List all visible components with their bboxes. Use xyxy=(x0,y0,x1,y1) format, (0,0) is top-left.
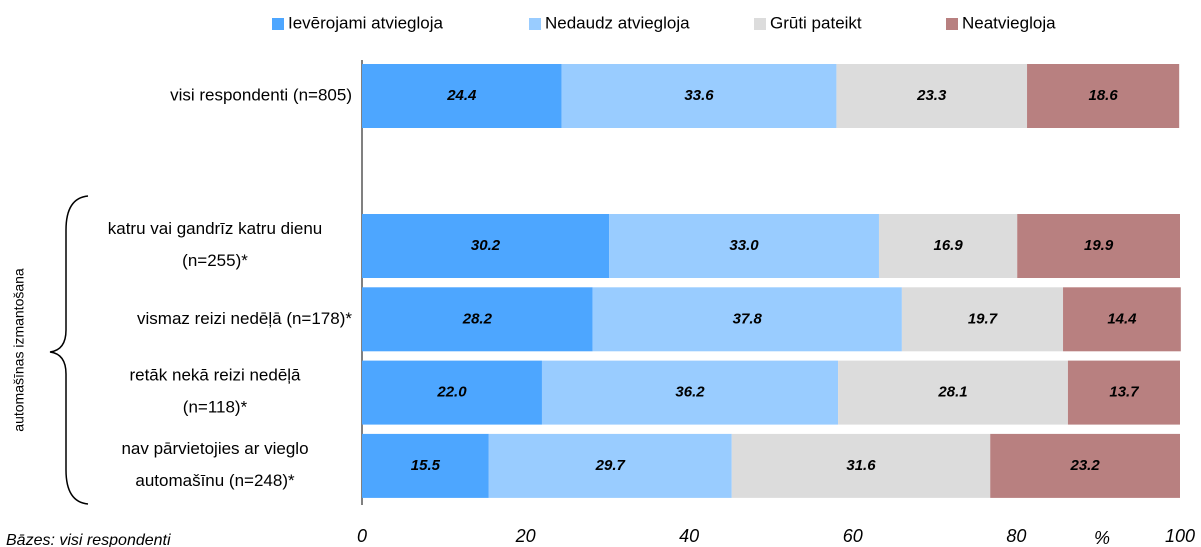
bar-segment xyxy=(1017,214,1180,278)
bar-segment xyxy=(878,214,1018,278)
legend-label: Neatviegloja xyxy=(962,13,1056,32)
value-label: 24.4 xyxy=(446,87,477,104)
bar-segment xyxy=(990,433,1180,498)
x-tick-label: 80 xyxy=(1006,526,1026,546)
bar-segment xyxy=(362,64,562,128)
legend-swatch xyxy=(272,18,284,30)
bar-segment xyxy=(541,360,839,425)
value-label: 15.5 xyxy=(411,457,441,474)
bar-segment xyxy=(362,360,542,425)
y-tick-label: katru vai gandrīz katru dienu (n=255)* xyxy=(108,219,323,270)
legend-swatch xyxy=(946,18,958,30)
value-label: 36.2 xyxy=(675,384,705,401)
bar-segment xyxy=(1067,360,1180,425)
y-tick-label: retāk nekā reizi nedēļā (n=118)* xyxy=(129,366,301,417)
bar-segment xyxy=(362,287,593,352)
bar-segment xyxy=(836,64,1028,128)
value-label: 31.6 xyxy=(846,457,876,474)
bar-segment xyxy=(838,360,1068,425)
bar-segment xyxy=(1027,64,1180,128)
x-tick-label: 60 xyxy=(843,526,863,546)
bar-segment xyxy=(1063,287,1181,352)
bar-segment xyxy=(901,287,1064,352)
bar-segment xyxy=(362,214,610,278)
bar-segment xyxy=(561,64,837,128)
bar-segment xyxy=(488,433,732,498)
value-label: 19.7 xyxy=(968,310,998,327)
x-tick-label: 100 xyxy=(1165,526,1195,546)
legend-label: Grūti pateikt xyxy=(770,13,862,32)
x-tick-label: 0 xyxy=(357,526,367,546)
x-axis-label: % xyxy=(1094,528,1110,547)
x-tick-label: 20 xyxy=(515,526,536,546)
legend-swatch xyxy=(754,18,766,30)
x-tick-label: 40 xyxy=(679,526,699,546)
bar-segment xyxy=(592,287,902,352)
value-label: 18.6 xyxy=(1089,87,1119,104)
value-label: 23.3 xyxy=(916,87,947,104)
value-label: 19.9 xyxy=(1084,237,1114,254)
value-label: 37.8 xyxy=(733,310,763,327)
legend-label: Ievērojami atviegloja xyxy=(288,13,444,32)
legend-swatch xyxy=(529,18,541,30)
value-label: 33.6 xyxy=(684,87,714,104)
value-label: 14.4 xyxy=(1107,310,1137,327)
group-label: automašīnas izmantošana xyxy=(11,268,27,432)
bar-segment xyxy=(362,433,489,498)
bar-segment xyxy=(731,433,991,498)
y-tick-label: nav pārvietojies ar vieglo automašīnu (n=… xyxy=(121,439,308,490)
bar-segment xyxy=(609,214,879,278)
footnote: Bāzes: visi respondenti xyxy=(6,532,171,547)
y-tick-label: vismaz reizi nedēļā (n=178)* xyxy=(137,309,352,328)
value-label: 28.2 xyxy=(462,310,493,327)
value-label: 28.1 xyxy=(937,384,967,401)
legend-label: Nedaudz atviegloja xyxy=(545,13,690,32)
value-label: 13.7 xyxy=(1109,384,1139,401)
value-label: 30.2 xyxy=(471,237,501,254)
y-tick-label: visi respondenti (n=805) xyxy=(170,85,352,104)
group-brace xyxy=(49,195,89,505)
value-label: 16.9 xyxy=(933,237,963,254)
value-label: 29.7 xyxy=(595,457,626,474)
value-label: 23.2 xyxy=(1070,457,1101,474)
value-label: 22.0 xyxy=(436,384,467,401)
value-label: 33.0 xyxy=(729,237,759,254)
